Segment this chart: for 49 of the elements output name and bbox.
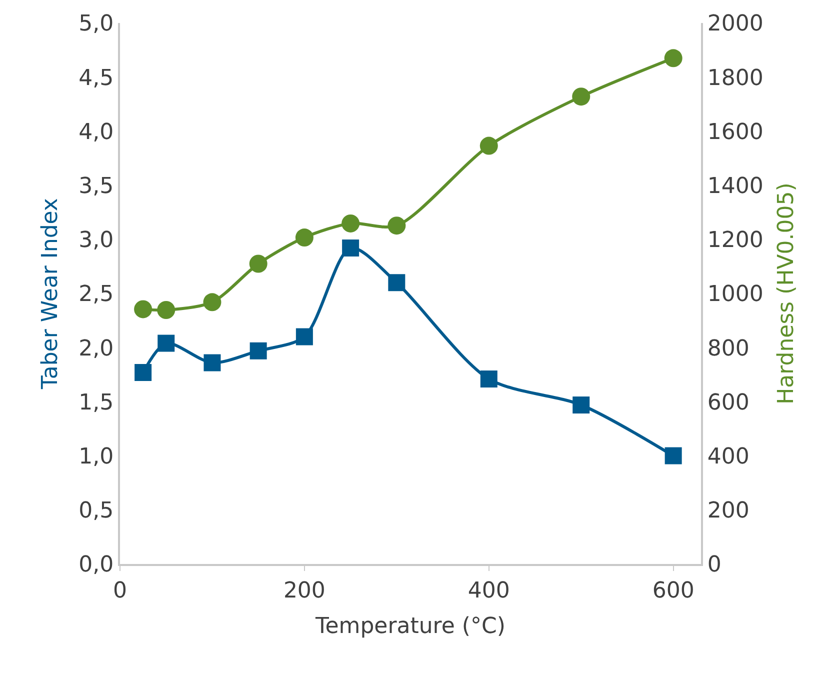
y2-tick-label: 200	[707, 498, 750, 524]
point	[572, 396, 590, 414]
point	[249, 254, 268, 273]
point	[664, 447, 682, 464]
y-tick-label: 2,5	[78, 282, 114, 308]
y2-tick-label: 1800	[707, 66, 764, 91]
y-tick-label: 3,5	[78, 174, 114, 199]
y2-tick-label: 400	[707, 444, 750, 470]
y-tick-label: 4,0	[78, 120, 114, 145]
point	[134, 364, 152, 381]
y2-tick-label: 1600	[707, 120, 764, 145]
point	[157, 301, 176, 319]
point	[342, 240, 360, 257]
y2-tick-label: 800	[707, 336, 750, 362]
point	[158, 334, 175, 352]
point	[664, 49, 682, 68]
point	[480, 136, 498, 155]
y-tick-label: 0,5	[78, 498, 114, 524]
y2-tick-label: 1000	[707, 282, 764, 308]
x-tick-label: 200	[283, 578, 326, 604]
y2-tick-label: 600	[707, 390, 750, 416]
y2-tick-label: 1200	[707, 228, 764, 254]
point	[342, 214, 360, 232]
y-tick-label: 5,0	[78, 12, 114, 37]
x-tick-label: 0	[113, 578, 127, 604]
point	[295, 228, 314, 246]
point	[388, 216, 406, 235]
y2-tick-label: 2000	[707, 12, 764, 37]
y2-tick-label: 0	[707, 552, 722, 578]
y-tick-label: 1,0	[78, 444, 114, 470]
point	[204, 354, 221, 372]
y-tick-label: 0,0	[78, 552, 114, 578]
y-tick-label: 4,5	[78, 66, 114, 91]
point	[203, 293, 222, 312]
point	[480, 370, 498, 388]
x-axis-title: Temperature (°C)	[314, 614, 506, 639]
y2-tick-label: 1400	[707, 174, 764, 199]
point	[296, 328, 313, 346]
x-tick-label: 400	[468, 578, 510, 604]
x-tick-label: 600	[652, 578, 694, 604]
point	[572, 88, 590, 106]
y-tick-label: 2,0	[78, 336, 114, 362]
y-axis-title: Taber Wear Index	[38, 198, 63, 390]
point	[388, 274, 406, 292]
point	[134, 300, 152, 318]
y-tick-label: 1,5	[78, 390, 114, 416]
point	[250, 342, 267, 360]
y-tick-label: 3,0	[78, 228, 114, 254]
y2-axis-title: Hardness (HV0.005)	[774, 182, 799, 404]
